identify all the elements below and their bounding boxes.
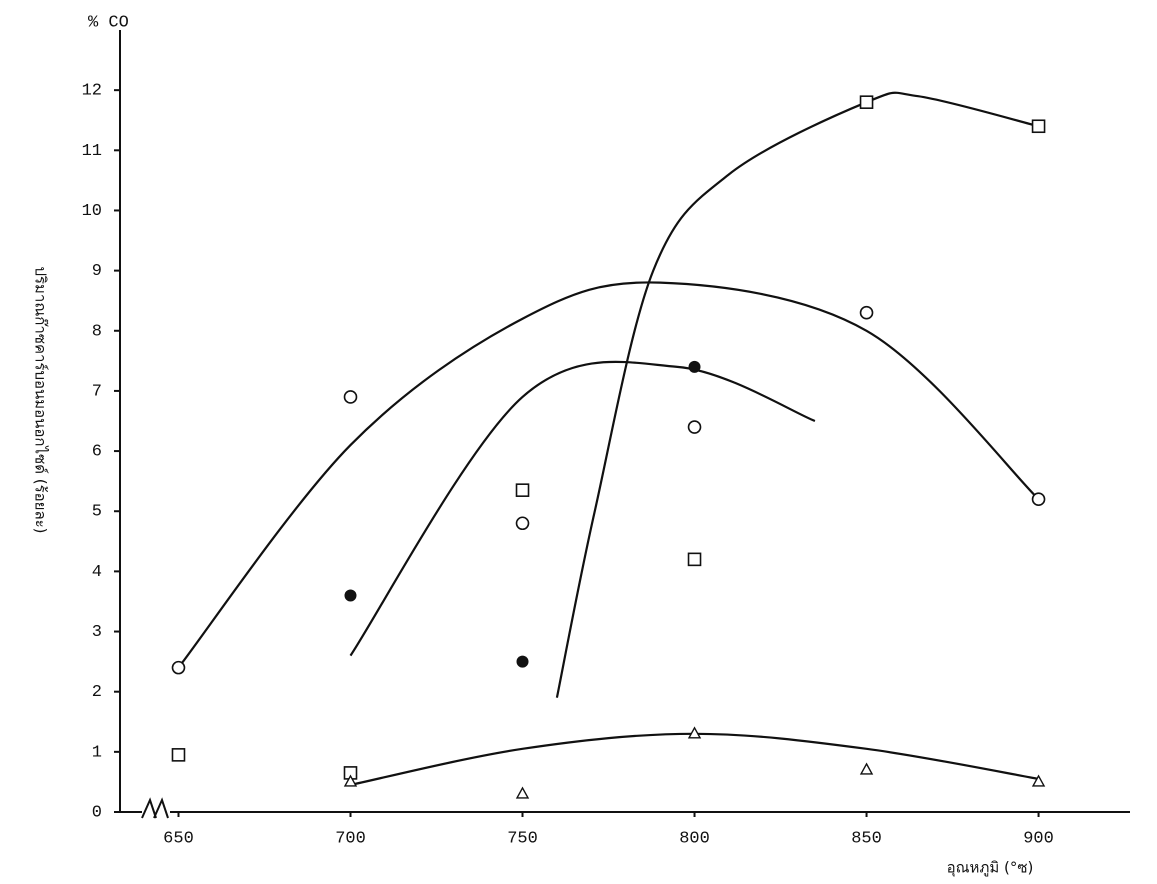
point [689, 361, 701, 373]
x-tick-label: 900 [1023, 829, 1054, 848]
y-tick-label: 6 [92, 443, 102, 462]
y-tick-label: 0 [92, 803, 102, 822]
fit-curve [557, 93, 1039, 698]
y-axis-label: ปริมาณก๊าซคาร์บอนมอนอกไซด์ (ร้อยละ) [32, 266, 50, 533]
point [861, 307, 873, 319]
fit-curve [350, 362, 814, 656]
point [517, 656, 529, 668]
x-tick-label: 800 [679, 829, 710, 848]
point [689, 421, 701, 433]
point [1033, 120, 1045, 132]
x-tick-label: 700 [335, 829, 366, 848]
fit-curve [350, 734, 1038, 785]
y-tick-label: 5 [92, 503, 102, 522]
point [172, 749, 184, 761]
fit-curve [178, 282, 1038, 667]
y-tick-label: 9 [92, 262, 102, 281]
point [861, 764, 872, 774]
point [861, 96, 873, 108]
axis-break [142, 800, 168, 818]
point [172, 662, 184, 674]
y-tick-label: 2 [92, 683, 102, 702]
x-tick-label: 850 [851, 829, 882, 848]
point [344, 391, 356, 403]
point [344, 589, 356, 601]
x-tick-label: 650 [163, 829, 194, 848]
y-tick-label: 7 [92, 382, 102, 401]
y-tick-label: 12 [82, 82, 102, 101]
point [517, 788, 528, 798]
point [1033, 493, 1045, 505]
point [517, 517, 529, 529]
y-tick-label: 8 [92, 322, 102, 341]
chart: % CO ปริมาณก๊าซคาร์บอนมอนอกไซด์ (ร้อยละ)… [0, 0, 1157, 884]
y-unit: % CO [88, 13, 129, 32]
y-tick-label: 1 [92, 743, 102, 762]
y-tick-label: 3 [92, 623, 102, 642]
point [689, 553, 701, 565]
y-tick-label: 10 [82, 202, 102, 221]
x-axis-label: อุณหภูมิ (°ซ) [947, 859, 1034, 878]
x-tick-label: 750 [507, 829, 538, 848]
y-tick-label: 11 [82, 142, 102, 161]
y-tick-label: 4 [92, 563, 102, 582]
point [517, 484, 529, 496]
